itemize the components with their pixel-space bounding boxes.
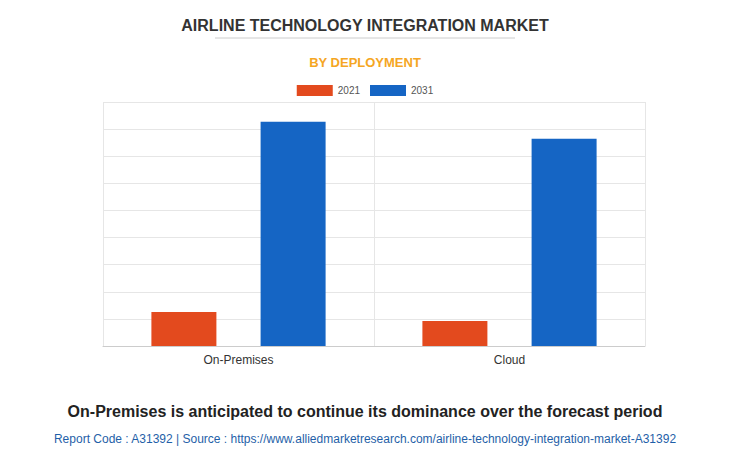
- svg-text:2021: 2021: [338, 85, 361, 96]
- svg-text:Report Code : A31392 | Source: Report Code : A31392 | Source : https://…: [54, 432, 676, 446]
- svg-text:AIRLINE TECHNOLOGY INTEGRATION: AIRLINE TECHNOLOGY INTEGRATION MARKET: [181, 17, 549, 34]
- svg-text:BY DEPLOYMENT: BY DEPLOYMENT: [309, 55, 421, 70]
- svg-text:On-Premises is anticipated to: On-Premises is anticipated to continue i…: [68, 403, 663, 420]
- svg-text:2031: 2031: [411, 85, 434, 96]
- svg-text:Cloud: Cloud: [494, 353, 525, 367]
- svg-text:On-Premises: On-Premises: [203, 353, 273, 367]
